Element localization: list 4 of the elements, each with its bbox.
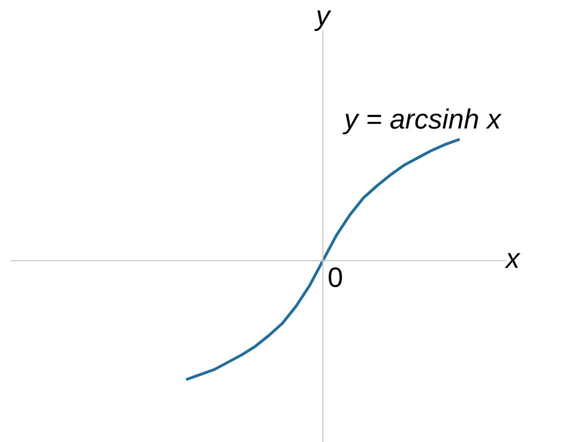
annotation: 0: [328, 267, 342, 288]
text: y = arcsinh x: [342, 108, 502, 134]
x-axis-title: x: [504, 253, 521, 268]
y-axis-title: y: [314, 10, 332, 31]
